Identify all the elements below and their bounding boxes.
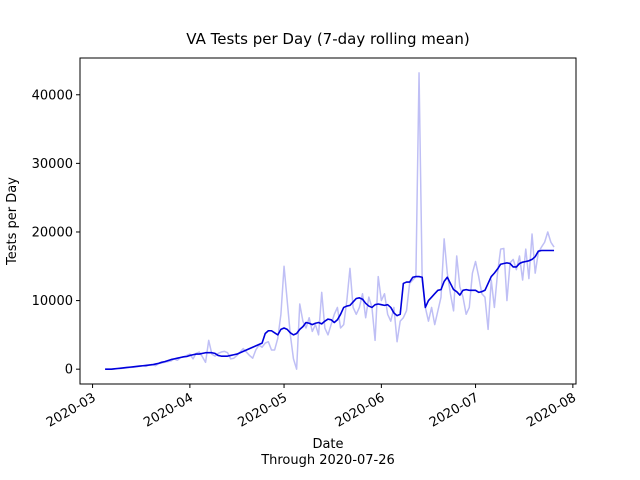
x-tick-label: 2020-06 [333,390,388,430]
x-tick-label: 2020-08 [524,390,579,430]
y-tick-label: 20000 [32,225,73,240]
x-axis-subtitle: Through 2020-07-26 [260,453,395,468]
x-tick-label: 2020-05 [236,390,291,430]
y-tick-label: 30000 [32,157,73,172]
x-tick-label: 2020-03 [44,390,99,430]
series-line [105,72,555,370]
y-tick-label: 40000 [32,88,73,103]
y-axis-label: Tests per Day [5,177,20,266]
series-line [105,249,555,370]
x-tick-label: 2020-07 [427,390,482,430]
axes-frame [79,57,577,385]
y-tick-label: 0 [65,363,73,378]
y-tick-label: 10000 [32,294,73,309]
x-axis-label: Date [312,437,343,452]
chart-title: VA Tests per Day (7-day rolling mean) [186,30,469,48]
x-tick-label: 2020-04 [141,390,196,430]
